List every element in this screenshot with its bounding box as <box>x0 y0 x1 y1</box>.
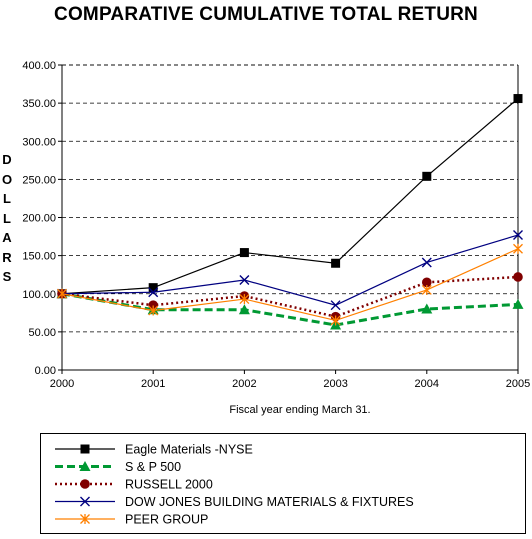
data-point-marker <box>512 298 524 309</box>
data-point-marker <box>421 257 432 268</box>
x-tick-label: 2004 <box>415 378 439 390</box>
data-point-marker <box>421 284 432 295</box>
legend-entry: S & P 500 <box>55 460 181 474</box>
y-tick-labels: 0.00 50.00 100.00 150.00 200.00 250.00 300.00 3… <box>22 60 56 377</box>
chart-title: COMPARATIVE CUMULATIVE TOTAL RETURN <box>54 4 478 25</box>
legend-marker <box>80 496 90 507</box>
series-0 <box>57 94 523 299</box>
grid-lines <box>62 64 518 333</box>
y-axis-label: D O L L A R S <box>1 152 13 284</box>
legend-entry: PEER GROUP <box>55 513 208 527</box>
legend-entries: Eagle Materials -NYSE S & P 500 RUSSELL 20… <box>55 443 414 527</box>
legend-entry: RUSSELL 2000 <box>55 478 213 492</box>
data-point-marker <box>239 294 250 305</box>
data-point-marker <box>513 230 523 241</box>
x-tick-label: 2003 <box>323 378 347 390</box>
x-tick-label: 2000 <box>50 378 74 390</box>
data-point-marker <box>513 243 523 254</box>
data-point-marker <box>148 287 159 298</box>
data-point-marker <box>513 272 523 282</box>
series-1 <box>56 288 524 330</box>
legend-label: PEER GROUP <box>125 513 208 527</box>
legend-label: Eagle Materials -NYSE <box>125 443 253 457</box>
y-tick-label: 400.00 <box>22 60 56 72</box>
data-point-marker <box>239 248 249 258</box>
data-point-marker <box>513 94 523 104</box>
legend-marker <box>79 461 91 471</box>
data-point-marker <box>148 305 159 316</box>
legend-entry: DOW JONES BUILDING MATERIALS & FIXTURES <box>55 495 414 509</box>
legend-marker <box>80 479 90 489</box>
legend-label: RUSSELL 2000 <box>125 478 213 492</box>
series-line <box>61 98 519 295</box>
legend-label: DOW JONES BUILDING MATERIALS & FIXTURES <box>125 495 414 509</box>
series-line <box>61 292 519 327</box>
data-point-marker <box>238 304 250 315</box>
x-tick-labels: 2000 2001 2002 2003 2004 2005 <box>50 378 530 390</box>
legend-marker <box>80 444 90 454</box>
legend-entry: Eagle Materials -NYSE <box>55 443 253 457</box>
data-point-marker <box>331 258 341 268</box>
legend-marker <box>80 514 90 524</box>
y-tick-label: 300.00 <box>22 136 56 148</box>
y-tick-label: 0.00 <box>35 365 56 377</box>
data-point-marker <box>422 277 432 288</box>
data-point-marker <box>148 283 158 293</box>
series-lines <box>56 94 524 330</box>
axes <box>58 64 519 374</box>
data-point-marker <box>239 275 250 286</box>
data-point-marker <box>330 315 341 326</box>
y-tick-label: 100.00 <box>22 289 56 301</box>
y-tick-label: 250.00 <box>22 174 56 186</box>
data-point-marker <box>421 303 433 314</box>
x-tick-label: 2001 <box>141 378 165 390</box>
y-tick-label: 150.00 <box>22 251 56 263</box>
series-line <box>61 248 519 322</box>
series-3 <box>57 230 523 311</box>
data-point-marker <box>330 300 341 311</box>
x-axis-label: Fiscal year ending March 31. <box>229 404 370 416</box>
data-point-marker <box>422 171 432 181</box>
y-tick-label: 50.00 <box>28 327 56 339</box>
series-4 <box>57 243 523 326</box>
series-2 <box>57 272 523 322</box>
series-line <box>61 275 519 318</box>
y-tick-label: 350.00 <box>22 98 56 110</box>
series-line <box>61 234 519 306</box>
legend: Eagle Materials -NYSE S & P 500 RUSSELL 20… <box>40 433 526 534</box>
x-tick-label: 2005 <box>506 378 530 390</box>
legend-label: S & P 500 <box>125 460 181 474</box>
y-tick-label: 200.00 <box>22 213 56 225</box>
data-point-marker <box>57 288 67 299</box>
x-tick-label: 2002 <box>232 378 256 390</box>
chart-plot: 0.00 50.00 100.00 150.00 200.00 250.00 300.00 3… <box>22 60 530 416</box>
